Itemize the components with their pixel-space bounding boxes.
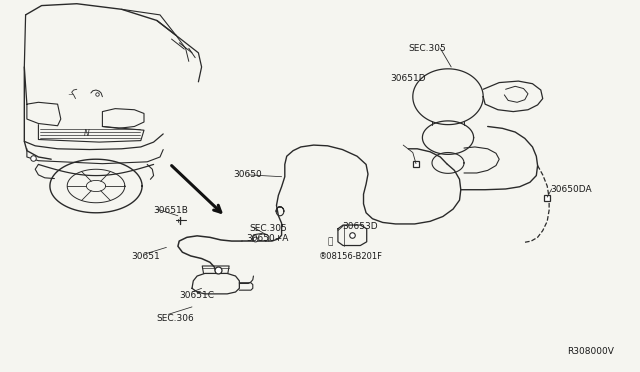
Text: 30651B: 30651B (154, 206, 188, 215)
Text: SEC.305: SEC.305 (408, 44, 446, 53)
Text: 30651D: 30651D (390, 74, 426, 83)
Text: N: N (84, 129, 89, 138)
Text: ®08156-B201F: ®08156-B201F (319, 252, 383, 261)
Text: ~: ~ (67, 92, 74, 98)
Text: SEC.305: SEC.305 (250, 224, 287, 233)
Text: 30651C: 30651C (179, 291, 214, 300)
Text: 30650: 30650 (234, 170, 262, 179)
Text: SEC.306: SEC.306 (156, 314, 194, 323)
Text: Ⓑ: Ⓑ (328, 237, 333, 246)
Text: R308000V: R308000V (568, 347, 614, 356)
Text: 30650DA: 30650DA (550, 185, 592, 194)
Text: 30650+A: 30650+A (246, 234, 289, 243)
Text: 30653D: 30653D (342, 222, 378, 231)
Text: 30651: 30651 (131, 252, 160, 261)
